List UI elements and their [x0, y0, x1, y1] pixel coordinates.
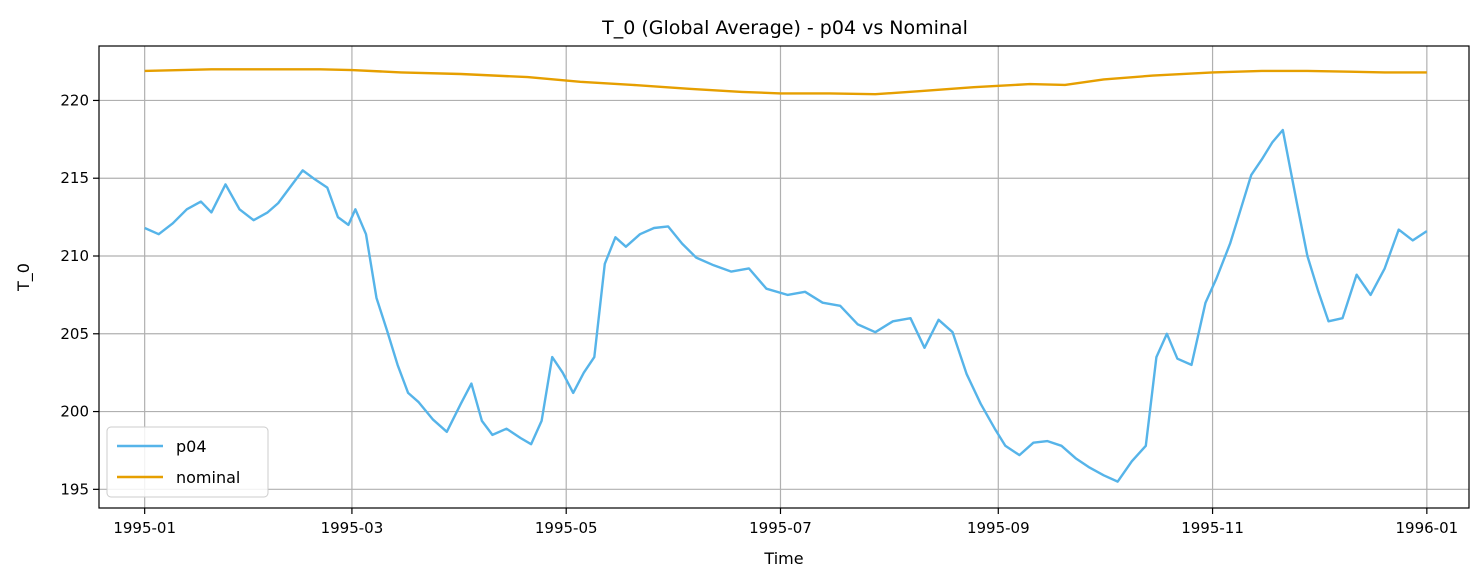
x-tick-label: 1995-09 [967, 519, 1030, 537]
legend-label-nominal: nominal [176, 468, 240, 487]
plot-frame [98, 45, 1470, 509]
y-tick-label: 215 [60, 169, 89, 187]
legend-box [106, 426, 269, 498]
x-tick-label: 1995-11 [1181, 519, 1244, 537]
x-tick-label: 1995-01 [113, 519, 176, 537]
y-tick-label: 195 [60, 480, 89, 498]
y-tick-label: 205 [60, 325, 89, 343]
x-tick-label: 1995-05 [535, 519, 598, 537]
x-axis: 1995-01 1995-03 1995-05 1995-07 1995-09 1995-… [113, 508, 1458, 537]
series-line-p04 [144, 128, 1428, 483]
legend: p04 nominal [106, 426, 269, 498]
grid [99, 46, 1469, 508]
y-tick-label: 200 [60, 403, 89, 421]
y-tick-label: 220 [60, 91, 89, 109]
series-layer [144, 68, 1428, 483]
x-tick-label: 1996-01 [1396, 519, 1459, 537]
y-tick-label: 210 [60, 247, 89, 265]
series-line-nominal [144, 68, 1427, 96]
x-tick-label: 1995-07 [749, 519, 812, 537]
chart-title: T_0 (Global Average) - p04 vs Nominal [601, 17, 968, 39]
y-axis-label: T_0 [14, 263, 34, 292]
x-axis-label: Time [763, 549, 803, 568]
y-axis: 195 200 205 210 215 220 [60, 91, 99, 498]
legend-label-p04: p04 [176, 437, 207, 456]
x-tick-label: 1995-03 [321, 519, 384, 537]
